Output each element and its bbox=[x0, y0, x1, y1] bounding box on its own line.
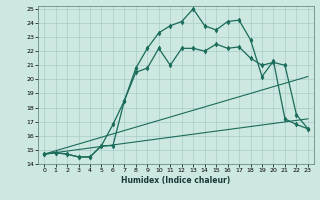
X-axis label: Humidex (Indice chaleur): Humidex (Indice chaleur) bbox=[121, 176, 231, 185]
